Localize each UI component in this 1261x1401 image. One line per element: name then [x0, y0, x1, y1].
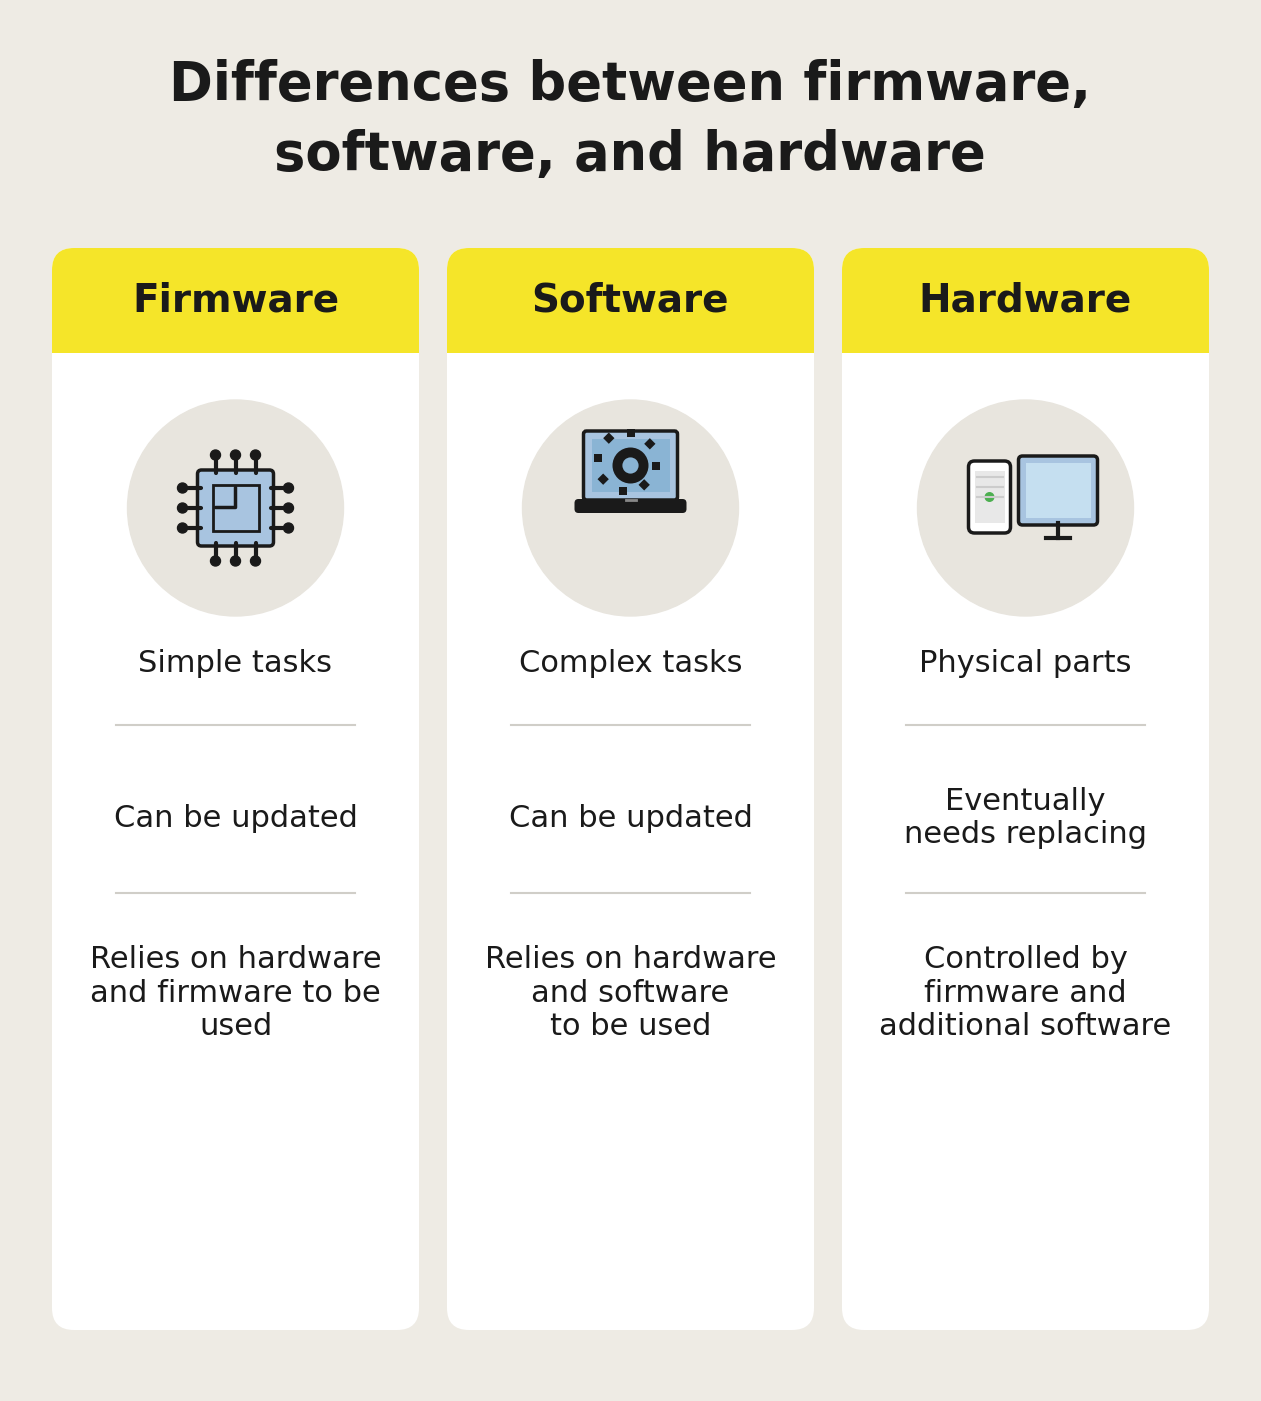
- FancyBboxPatch shape: [842, 248, 1209, 1330]
- Text: Can be updated: Can be updated: [113, 804, 357, 832]
- FancyBboxPatch shape: [591, 439, 670, 492]
- FancyBboxPatch shape: [968, 461, 1010, 532]
- Circle shape: [284, 483, 294, 493]
- Circle shape: [623, 457, 638, 474]
- Circle shape: [178, 523, 188, 532]
- Bar: [627, 429, 634, 437]
- Bar: [638, 479, 649, 490]
- Circle shape: [231, 556, 241, 566]
- Bar: [52, 331, 419, 353]
- FancyBboxPatch shape: [1025, 462, 1091, 518]
- Circle shape: [284, 503, 294, 513]
- Text: Software: Software: [532, 282, 729, 319]
- Circle shape: [284, 523, 294, 532]
- Bar: [618, 486, 627, 495]
- Text: Differences between firmware,: Differences between firmware,: [169, 59, 1091, 111]
- Bar: [594, 454, 601, 461]
- Text: Complex tasks: Complex tasks: [518, 649, 743, 678]
- Text: Physical parts: Physical parts: [919, 649, 1132, 678]
- Circle shape: [251, 556, 261, 566]
- Bar: [652, 461, 660, 469]
- FancyBboxPatch shape: [575, 499, 686, 513]
- FancyBboxPatch shape: [1019, 455, 1097, 525]
- Circle shape: [231, 450, 241, 460]
- Circle shape: [178, 503, 188, 513]
- Circle shape: [918, 401, 1134, 616]
- Circle shape: [251, 450, 261, 460]
- Bar: [842, 331, 1209, 353]
- Text: software, and hardware: software, and hardware: [274, 129, 986, 181]
- FancyBboxPatch shape: [446, 248, 815, 353]
- Text: Firmware: Firmware: [132, 282, 339, 319]
- FancyBboxPatch shape: [52, 248, 419, 353]
- Bar: [598, 474, 609, 485]
- FancyBboxPatch shape: [842, 248, 1209, 353]
- Circle shape: [613, 447, 648, 483]
- Text: Hardware: Hardware: [919, 282, 1132, 319]
- Circle shape: [522, 401, 739, 616]
- Circle shape: [985, 492, 995, 502]
- Bar: [446, 331, 815, 353]
- Text: Can be updated: Can be updated: [508, 804, 753, 832]
- FancyBboxPatch shape: [584, 432, 677, 500]
- Text: Simple tasks: Simple tasks: [139, 649, 333, 678]
- Bar: [603, 433, 614, 444]
- FancyBboxPatch shape: [975, 471, 1005, 523]
- Circle shape: [211, 556, 221, 566]
- Text: Relies on hardware
and software
to be used: Relies on hardware and software to be us…: [484, 944, 777, 1041]
- Text: Controlled by
firmware and
additional software: Controlled by firmware and additional so…: [879, 944, 1171, 1041]
- Circle shape: [127, 401, 343, 616]
- FancyBboxPatch shape: [52, 248, 419, 1330]
- Text: Eventually
needs replacing: Eventually needs replacing: [904, 787, 1148, 849]
- Text: Relies on hardware
and firmware to be
used: Relies on hardware and firmware to be us…: [90, 944, 381, 1041]
- Circle shape: [211, 450, 221, 460]
- Bar: [644, 439, 656, 450]
- FancyBboxPatch shape: [198, 469, 274, 546]
- Circle shape: [178, 483, 188, 493]
- FancyBboxPatch shape: [446, 248, 815, 1330]
